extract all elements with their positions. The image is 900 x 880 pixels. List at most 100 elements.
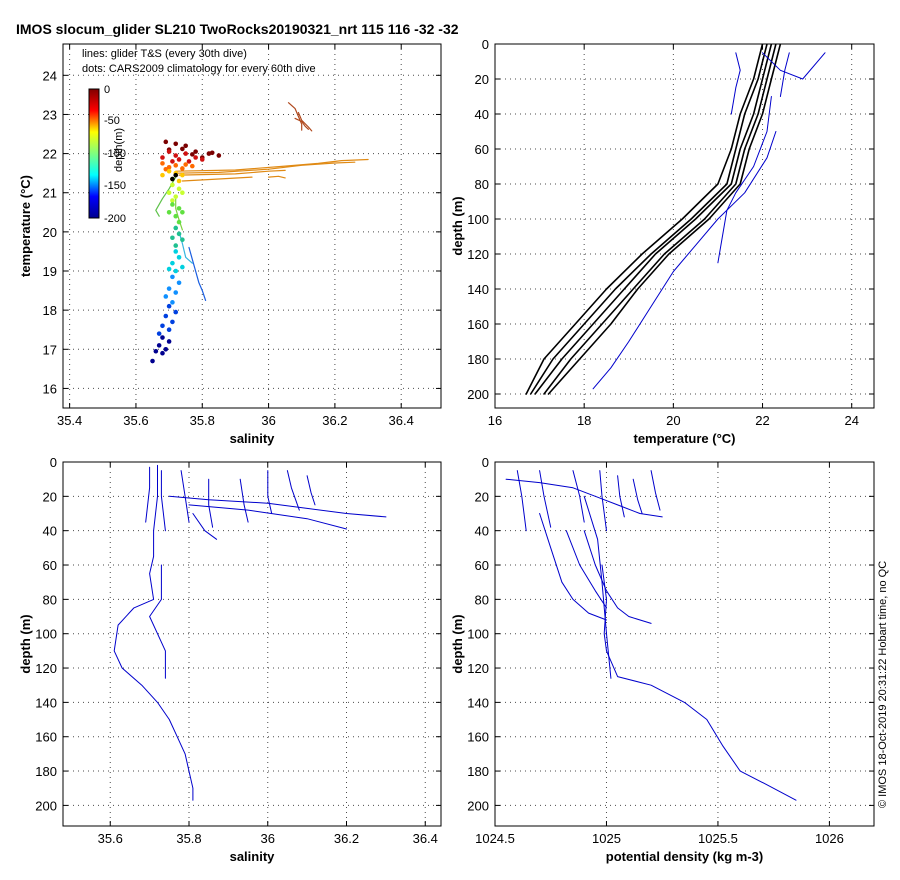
series-line bbox=[149, 564, 166, 679]
series-line bbox=[583, 495, 612, 679]
y-tick-label: 60 bbox=[43, 558, 57, 573]
data-point bbox=[163, 346, 169, 352]
data-point bbox=[166, 164, 172, 170]
data-point bbox=[173, 249, 179, 254]
series-line bbox=[294, 117, 309, 130]
data-point bbox=[190, 152, 195, 157]
data-point bbox=[173, 163, 179, 168]
footer-timestamp: © IMOS 18-Oct-2019 20:31:22 Hobart time,… bbox=[877, 561, 889, 808]
y-tick-label: 80 bbox=[475, 177, 489, 192]
series-line bbox=[717, 96, 772, 264]
y-tick-label: 22 bbox=[43, 147, 57, 162]
series-line bbox=[267, 470, 273, 514]
series-line bbox=[539, 513, 607, 621]
axes-box bbox=[494, 43, 875, 409]
series-line bbox=[268, 175, 286, 179]
data-point bbox=[170, 300, 175, 305]
data-point bbox=[166, 210, 172, 215]
y-tick-label: 40 bbox=[475, 107, 489, 122]
y-tick-label: 16 bbox=[43, 381, 57, 396]
series-line bbox=[168, 495, 387, 518]
data-point bbox=[160, 161, 165, 166]
y-tick-label: 24 bbox=[43, 68, 57, 83]
series-line bbox=[617, 475, 625, 518]
data-point bbox=[166, 149, 172, 154]
series-line bbox=[730, 52, 741, 115]
x-tick-label: 20 bbox=[666, 413, 680, 428]
data-point bbox=[156, 343, 162, 348]
y-axis-label: depth (m) bbox=[450, 614, 465, 673]
x-tick-label: 1026 bbox=[815, 831, 844, 846]
y-tick-label: 17 bbox=[43, 342, 57, 357]
series-line bbox=[160, 470, 166, 532]
data-point bbox=[166, 266, 172, 272]
data-point bbox=[173, 141, 179, 147]
data-point bbox=[180, 210, 185, 215]
series-line bbox=[113, 464, 194, 801]
x-tick-label: 35.4 bbox=[57, 413, 82, 428]
y-axis-label: depth (m) bbox=[450, 196, 465, 255]
data-point bbox=[186, 159, 192, 164]
legend-note-dots: dots: CARS2009 climatology for every 60t… bbox=[82, 63, 316, 75]
data-point bbox=[183, 162, 188, 167]
series-line bbox=[583, 530, 652, 624]
y-tick-label: 140 bbox=[467, 695, 489, 710]
series-line bbox=[188, 504, 347, 530]
series-line bbox=[178, 231, 193, 264]
x-axis-label: salinity bbox=[230, 849, 276, 864]
depth-colorbar: depth(m) 0 -50 -100 -150 -200 bbox=[88, 84, 126, 225]
data-point bbox=[170, 260, 175, 266]
data-point bbox=[173, 213, 179, 219]
colorbar-tick: -100 bbox=[104, 148, 126, 160]
data-point bbox=[183, 151, 188, 156]
colorbar-tick: -200 bbox=[104, 213, 126, 225]
data-point bbox=[176, 219, 182, 225]
colorbar-tick: -50 bbox=[104, 115, 120, 127]
data-point bbox=[170, 235, 175, 241]
y-tick-label: 21 bbox=[43, 186, 57, 201]
y-tick-label: 180 bbox=[467, 352, 489, 367]
salinity-panel: 35.6 35.8 36 36.2 36.4 0 20 40 60 80 100 120 140 160 1… bbox=[18, 455, 442, 864]
data-point bbox=[163, 313, 169, 319]
series-line bbox=[306, 475, 316, 506]
data-point bbox=[166, 327, 172, 333]
data-point bbox=[166, 286, 172, 291]
y-tick-label: 120 bbox=[467, 247, 489, 262]
x-tick-label: 36 bbox=[261, 413, 275, 428]
y-tick-label: 120 bbox=[467, 661, 489, 676]
colorbar-tick: -150 bbox=[104, 180, 126, 192]
data-point bbox=[160, 350, 165, 356]
colorbar-gradient bbox=[88, 88, 100, 219]
data-point bbox=[160, 335, 165, 340]
data-point bbox=[199, 157, 205, 162]
data-point bbox=[173, 194, 179, 199]
y-tick-label: 0 bbox=[482, 455, 489, 470]
y-tick-label: 80 bbox=[475, 592, 489, 607]
x-axis-label: potential density (kg m-3) bbox=[606, 849, 763, 864]
x-axis-label: salinity bbox=[230, 431, 276, 446]
series-group bbox=[150, 102, 369, 364]
data-point bbox=[163, 166, 169, 172]
data-point bbox=[173, 172, 179, 178]
y-tick-label: 140 bbox=[467, 282, 489, 297]
series-line bbox=[599, 470, 607, 532]
series-line bbox=[543, 44, 777, 395]
data-point bbox=[180, 166, 185, 171]
series-line bbox=[601, 564, 797, 801]
data-point bbox=[216, 153, 222, 158]
x-tick-label: 24 bbox=[844, 413, 858, 428]
y-tick-label: 18 bbox=[43, 303, 57, 318]
data-point bbox=[176, 157, 182, 162]
series-group bbox=[505, 470, 797, 801]
series-line bbox=[565, 530, 607, 609]
data-point bbox=[170, 159, 175, 164]
y-tick-label: 60 bbox=[475, 558, 489, 573]
data-point bbox=[160, 155, 165, 160]
y-tick-label: 80 bbox=[43, 592, 57, 607]
data-point bbox=[176, 186, 182, 192]
x-tick-label: 1024.5 bbox=[475, 831, 515, 846]
y-tick-label: 160 bbox=[35, 730, 57, 745]
x-tick-label: 1025.5 bbox=[698, 831, 738, 846]
series-group bbox=[113, 464, 387, 801]
